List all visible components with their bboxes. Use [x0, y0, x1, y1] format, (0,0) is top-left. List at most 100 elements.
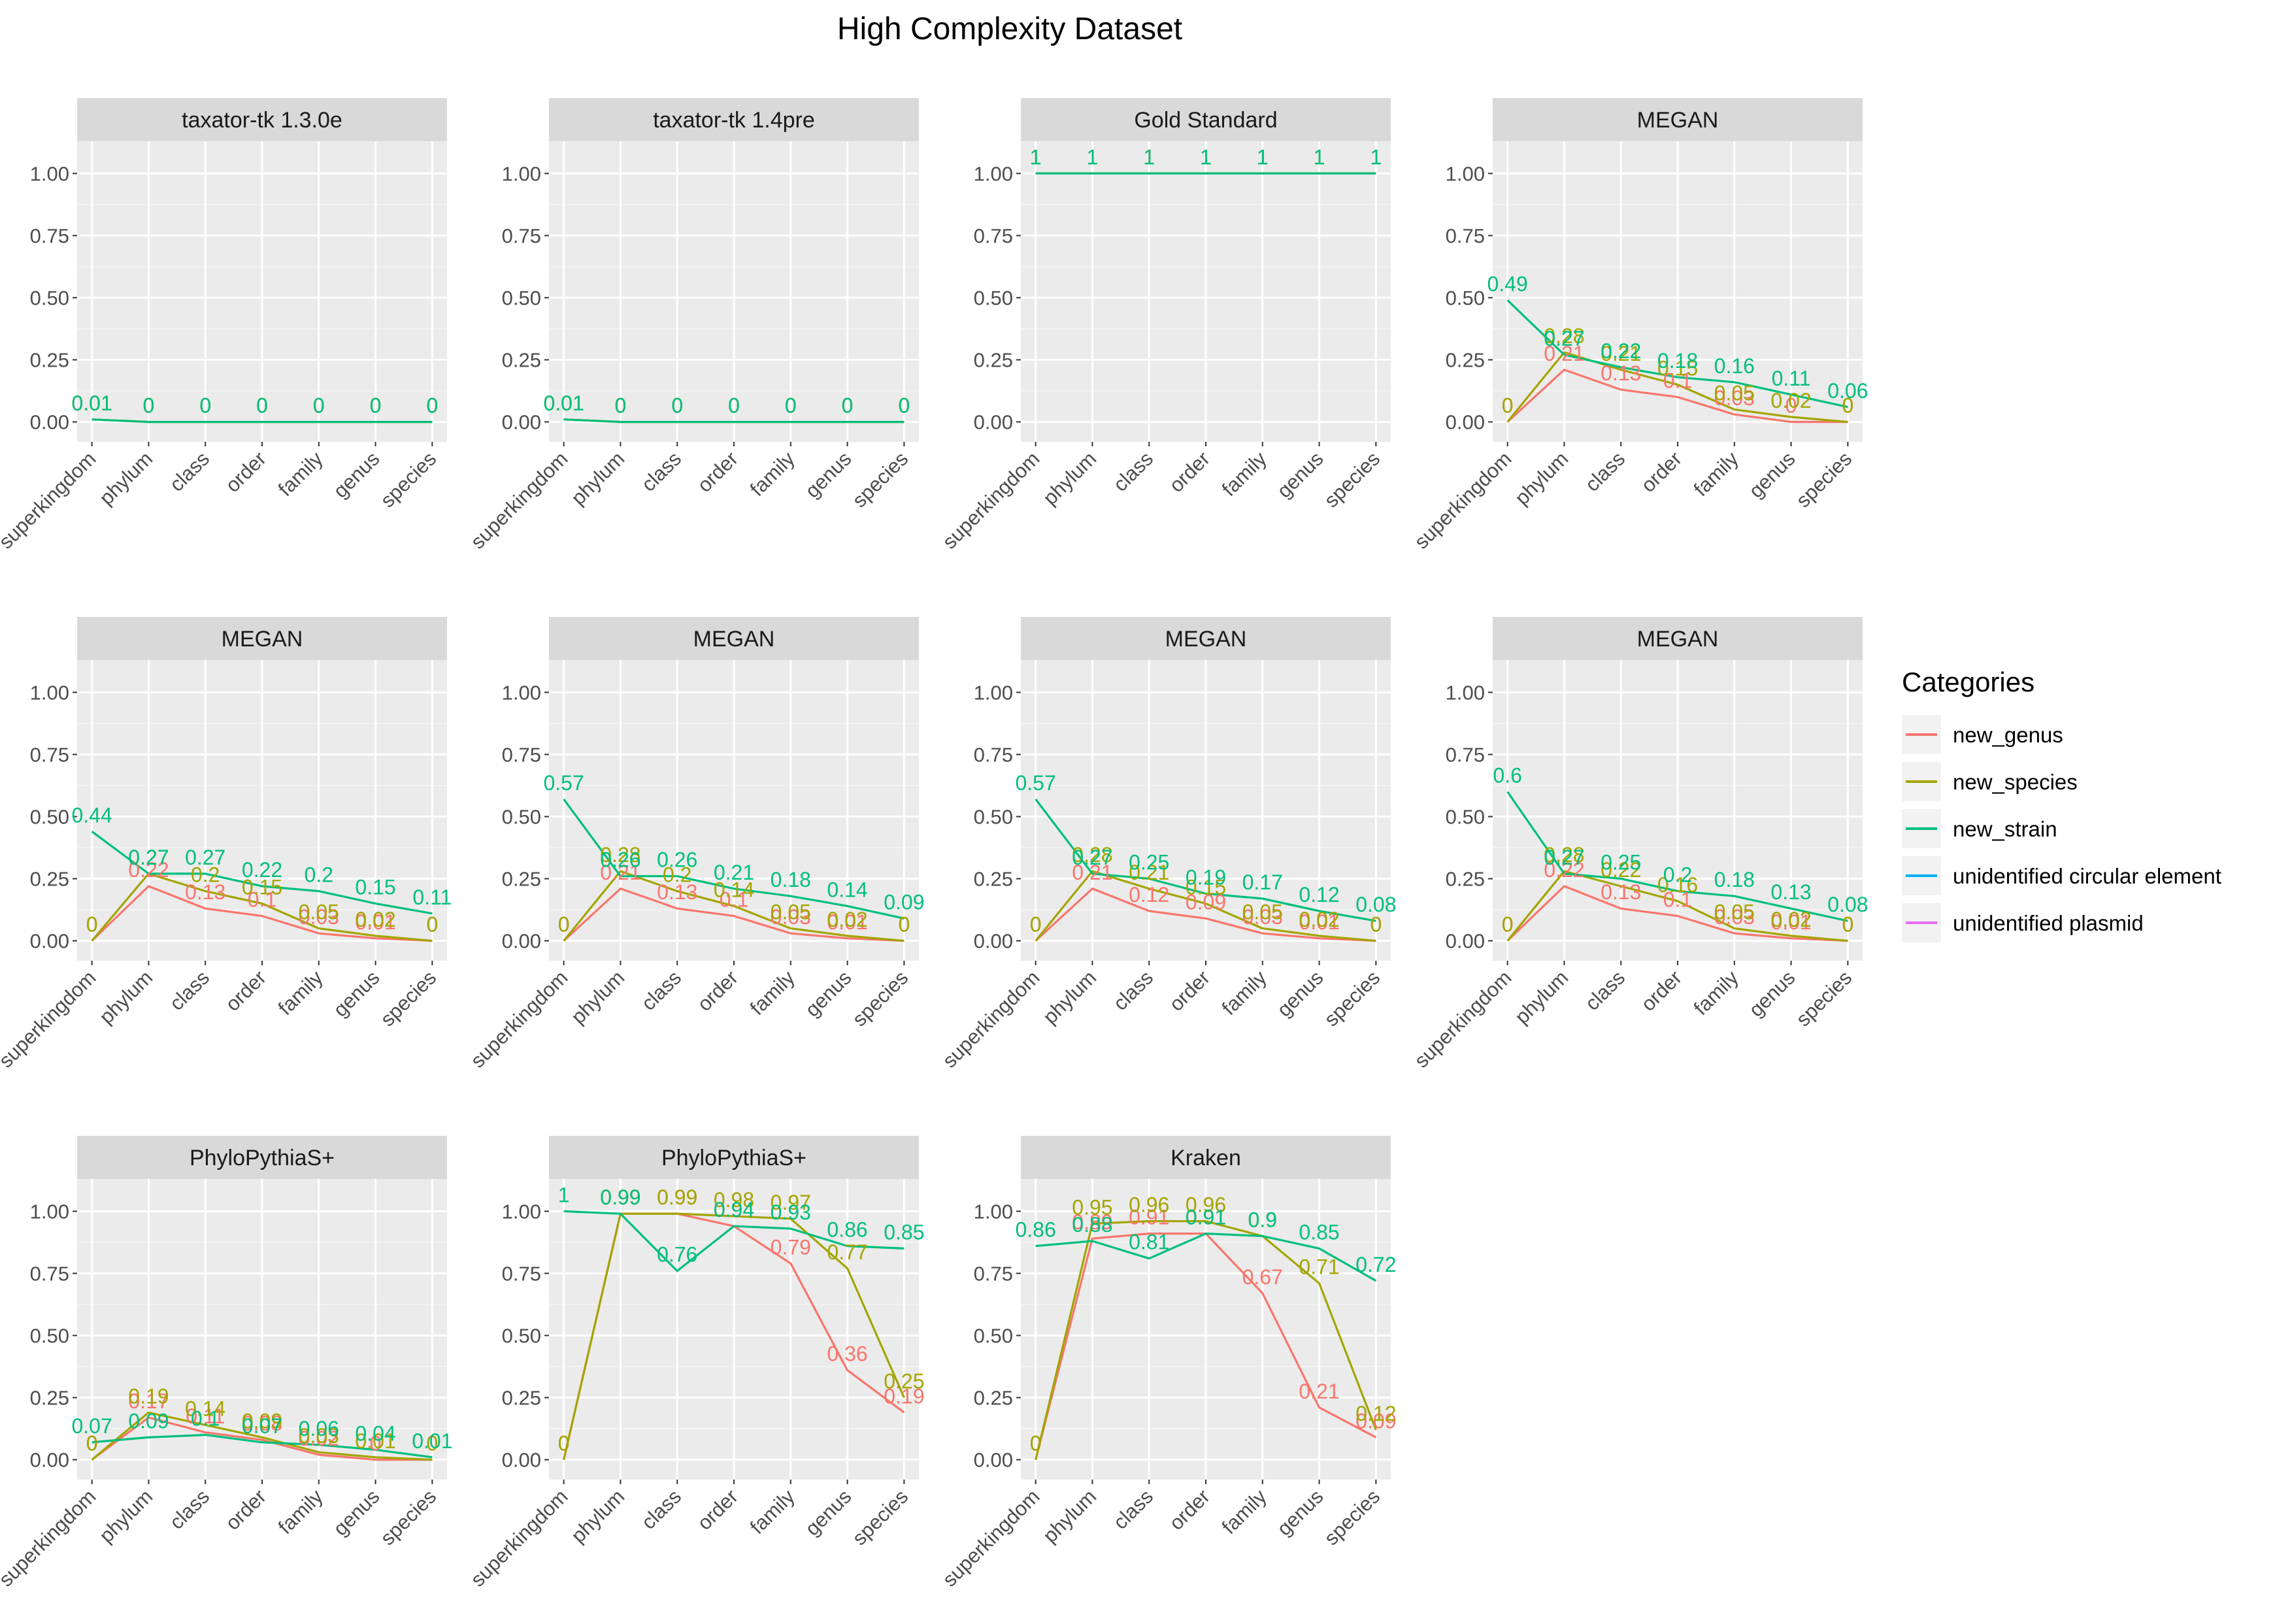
y-tick-label: 0.25: [30, 349, 69, 372]
x-tick-label: class: [637, 1485, 686, 1534]
data-label: 0.21: [1299, 1380, 1339, 1403]
data-label: 0.22: [242, 858, 282, 882]
y-tick-label: 1.00: [30, 1200, 69, 1223]
data-label: 0.01: [355, 910, 395, 934]
data-label: 0.9: [1248, 1208, 1277, 1231]
data-label: 0.67: [1242, 1265, 1283, 1289]
y-tick-label: 0.00: [1446, 411, 1485, 434]
x-tick-label: phylum: [95, 447, 157, 509]
data-label: 0: [728, 394, 740, 418]
data-label: 0: [785, 394, 797, 418]
x-tick-label: genus: [1272, 1485, 1327, 1540]
data-label: 1: [1314, 145, 1325, 169]
data-label: 0: [1502, 913, 1514, 936]
data-label: 0.05: [771, 901, 811, 924]
data-label: 0: [86, 1432, 98, 1455]
data-label: 0.1: [720, 888, 748, 912]
x-tick-label: class: [165, 447, 214, 496]
data-label: 0.21: [1129, 861, 1169, 884]
series-line: [563, 418, 905, 423]
facet-title: MEGAN: [1165, 627, 1247, 652]
data-label: 0.11: [1772, 367, 1811, 390]
data-label: 0.05: [299, 901, 339, 924]
facet-title: Gold Standard: [1134, 108, 1277, 133]
data-label: 0.93: [771, 1201, 811, 1224]
y-tick-label: 0.75: [1446, 743, 1485, 766]
data-label: 0: [1370, 913, 1382, 936]
data-label: 0.05: [1714, 901, 1755, 924]
data-label: 0: [558, 1432, 570, 1455]
data-label: 0.22: [1601, 858, 1641, 882]
series-line: [91, 1416, 433, 1461]
data-label: 0.01: [543, 391, 584, 415]
data-label: 0.22: [1601, 339, 1641, 363]
x-tick-label: superkingdom: [0, 447, 101, 553]
series-line: [563, 798, 905, 920]
data-label: 0.89: [1072, 1210, 1112, 1234]
data-label: 0.2: [663, 863, 691, 887]
data-label: 0.27: [1544, 846, 1584, 869]
data-label: 0.57: [1015, 771, 1055, 795]
data-label: 0.01: [1770, 910, 1811, 934]
data-label: 0.02: [1299, 908, 1339, 931]
x-tick-label: order: [1636, 966, 1686, 1016]
data-label: 0.27: [185, 846, 225, 869]
x-tick-label: genus: [1744, 447, 1799, 502]
facet-strip: [77, 98, 447, 141]
x-tick-label: family: [1218, 966, 1271, 1019]
facet-strip: [77, 1136, 447, 1179]
x-tick-label: genus: [801, 447, 855, 502]
data-label: 0: [426, 913, 438, 936]
x-tick-label: species: [376, 1485, 440, 1549]
y-tick-label: 0.75: [30, 1262, 69, 1285]
data-label: 0.06: [299, 1417, 339, 1440]
x-tick-label: superkingdom: [466, 1485, 572, 1591]
x-tick-label: order: [693, 1485, 742, 1534]
data-label: 1: [1257, 145, 1269, 169]
data-label: 0: [898, 394, 910, 418]
y-tick-label: 0.75: [502, 224, 541, 247]
data-label: 0.27: [128, 846, 169, 869]
x-tick-label: order: [1165, 1485, 1214, 1534]
data-label: 0: [1842, 913, 1853, 936]
data-label: 0: [671, 394, 683, 418]
x-tick-label: order: [1165, 966, 1214, 1016]
data-label: 1: [1030, 145, 1042, 169]
data-label: 0.94: [714, 1198, 754, 1221]
x-tick-label: phylum: [1510, 966, 1572, 1028]
y-tick-label: 0.00: [974, 930, 1013, 953]
x-tick-label: genus: [329, 1485, 384, 1540]
data-label: 0.1: [1663, 369, 1692, 393]
y-tick-label: 0.00: [30, 411, 69, 434]
data-label: 0.95: [1072, 1195, 1112, 1219]
data-label: 0.76: [657, 1243, 697, 1267]
y-tick-label: 0.75: [30, 743, 69, 766]
y-tick-label: 0.75: [30, 224, 69, 247]
y-tick-label: 0.50: [30, 1325, 69, 1348]
y-tick-label: 0.25: [30, 1387, 69, 1410]
series-line: [563, 887, 905, 942]
data-label: 0.91: [1186, 1206, 1226, 1229]
data-label: 0: [1502, 394, 1514, 418]
facet-panel: MEGAN 0.00 0.25 0.50 0.75 1.00 superkingdomphy…: [1410, 98, 1868, 554]
x-tick-label: species: [848, 1485, 912, 1549]
x-tick-label: family: [746, 447, 799, 501]
data-label: 0: [898, 394, 910, 418]
data-label: 0.01: [543, 391, 584, 415]
data-label: 1: [1370, 145, 1382, 169]
series-line: [1506, 791, 1848, 922]
data-label: 0: [256, 394, 268, 418]
facet-strip: [77, 617, 447, 660]
data-label: 0: [313, 394, 325, 418]
data-label: 0.13: [1770, 880, 1811, 904]
data-label: 1: [1257, 145, 1269, 169]
x-tick-label: phylum: [1038, 1485, 1101, 1547]
y-tick-label: 0.25: [502, 868, 541, 891]
facet-strip: [549, 98, 919, 141]
data-label: 0.86: [1015, 1218, 1055, 1242]
data-label: 0.19: [128, 1384, 169, 1408]
data-label: 0.25: [1601, 851, 1641, 874]
data-label: 0: [671, 394, 683, 418]
x-tick-label: species: [1320, 966, 1384, 1031]
data-label: 0.21: [600, 861, 640, 884]
